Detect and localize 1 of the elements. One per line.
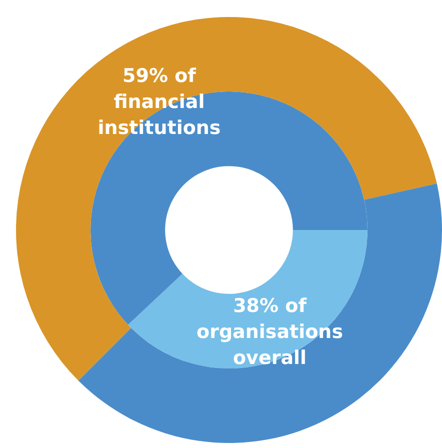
- slice-label: 38% of organisations overall: [196, 294, 344, 369]
